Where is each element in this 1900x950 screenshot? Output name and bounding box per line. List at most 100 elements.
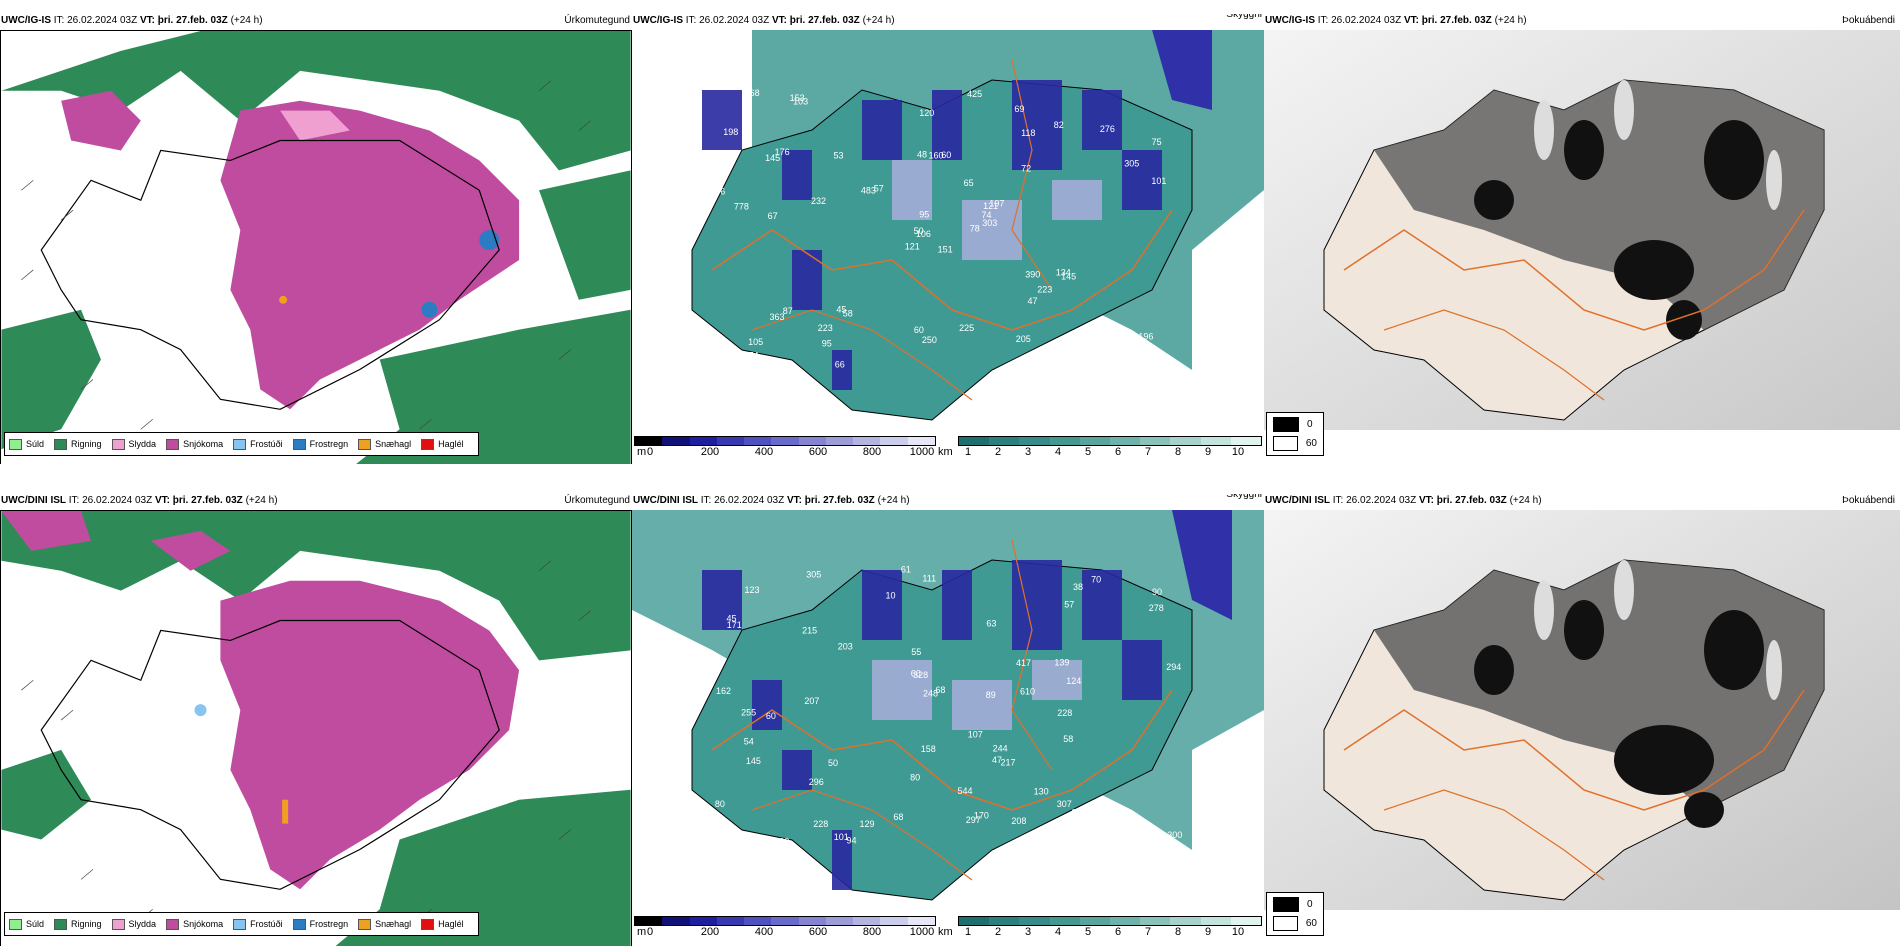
it-value: 26.02.2024 03Z xyxy=(82,495,153,506)
colorbar-swatch xyxy=(880,437,908,445)
visibility-ticks: km 1 2 3 4 5 6 7 8 9 10 xyxy=(938,446,1262,460)
cloud-base-colorbar: m 0 200 400 600 800 1000 xyxy=(634,436,936,460)
it-label: IT: xyxy=(1317,15,1329,26)
colorbar-swatch xyxy=(1140,437,1171,445)
colorbar-swatch xyxy=(744,437,772,445)
tick: 6 xyxy=(1114,446,1122,458)
cloud-base-value: 48 xyxy=(917,150,927,160)
cloud-base-value: 207 xyxy=(804,696,819,706)
cloud-base-value: 95 xyxy=(919,209,929,219)
colorbar-swatch xyxy=(1079,917,1111,925)
colorbar-swatch xyxy=(1019,917,1050,925)
cloud-base-value: 328 xyxy=(913,670,928,680)
cloud-base-value: 65 xyxy=(964,178,974,188)
cloud-base-value: 176 xyxy=(1113,847,1128,857)
colorbar-swatch xyxy=(853,917,881,925)
colorbar-swatch xyxy=(853,437,881,445)
cloud-base-value: 57 xyxy=(874,184,884,194)
tick: 10 xyxy=(1231,926,1245,938)
cloud-base-value: 53 xyxy=(834,151,844,161)
cloud-base-value: 305 xyxy=(1124,159,1139,169)
tick: 10 xyxy=(1231,446,1245,458)
cloud-base-value: 129 xyxy=(860,819,875,829)
cloud-base-value: 303 xyxy=(982,218,997,228)
colorbar-swatch xyxy=(716,917,745,925)
colorbar-swatch xyxy=(1049,917,1080,925)
tick: 4 xyxy=(1054,446,1062,458)
tick: 4 xyxy=(1054,926,1062,938)
cloud-base-value: 278 xyxy=(1149,603,1164,613)
legend-hail: Haglél xyxy=(421,918,464,930)
legend-snow: Snjókoma xyxy=(166,918,224,930)
cloud-base-value: 90 xyxy=(1152,587,1162,597)
legend-label: Súld xyxy=(26,919,45,929)
tick: 8 xyxy=(1174,926,1182,938)
cloud-base-value: 228 xyxy=(1057,708,1072,718)
cloud-base-value: 80 xyxy=(715,799,725,809)
legend-snow-pellets: Snæhagl xyxy=(358,438,412,450)
legend-label: Frostregn xyxy=(309,919,349,929)
precip-map xyxy=(0,510,632,946)
colorbar-swatch xyxy=(1230,437,1262,445)
cloud-base-value: 176 xyxy=(775,147,790,157)
cloud-base-value: 225 xyxy=(959,323,974,333)
cloud-base-value: 248 xyxy=(923,688,938,698)
legend-swatch xyxy=(358,438,372,450)
panel-title: UWC/DINI ISL IT: 26.02.2024 03Z VT: þri.… xyxy=(632,494,1264,508)
it-value: 26.02.2024 03Z xyxy=(1331,15,1402,26)
panel-name: Skyggni xyxy=(1226,14,1262,20)
colorbar-swatch xyxy=(1140,917,1171,925)
legend-label: Slydda xyxy=(128,439,157,449)
colorbar-swatch xyxy=(1170,437,1201,445)
cloud-base-value: 305 xyxy=(1072,808,1087,818)
cloud-base-value: 483 xyxy=(861,186,876,196)
cloud-base-value: 130 xyxy=(1034,787,1049,797)
vt-label: VT: xyxy=(786,495,802,506)
legend-drizzle: Súld xyxy=(9,438,45,450)
legend-label: Snjókoma xyxy=(183,919,224,929)
fog-swatch xyxy=(1273,436,1298,451)
cloud-base-value: 47 xyxy=(992,755,1002,765)
it-value: 26.02.2024 03Z xyxy=(1346,495,1417,506)
legend-freezing-drizzle: Frostúði xyxy=(233,438,283,450)
cloud-base-value: 111 xyxy=(922,573,936,583)
cloud-base-value: 60 xyxy=(941,150,951,160)
cloud-base-value: 75 xyxy=(1152,137,1162,147)
colorbar-swatch xyxy=(635,917,663,925)
cloud-base-value: 60 xyxy=(911,669,921,679)
cloud-base-value: 45 xyxy=(836,304,846,314)
cloud-base-value: 145 xyxy=(1061,271,1076,281)
cloud-base-value: 121 xyxy=(983,201,998,211)
cloud-base-value: 68 xyxy=(750,88,760,98)
tick: 0 xyxy=(646,446,654,458)
tick: 1 xyxy=(964,446,972,458)
cloud-base-value: 60 xyxy=(766,711,776,721)
cloud-base-value: 363 xyxy=(770,312,785,322)
legend-swatch xyxy=(358,918,372,930)
cloud-base-unit: m xyxy=(637,926,647,938)
legend-swatch xyxy=(54,438,68,450)
panel-title: UWC/IG-IS IT: 26.02.2024 03Z VT: þri. 27… xyxy=(0,14,632,28)
cloud-base-value: 544 xyxy=(958,786,973,796)
panel-name: Úrkomutegund xyxy=(564,495,630,506)
cloud-base-value: 123 xyxy=(745,585,760,595)
tick: 800 xyxy=(862,446,882,458)
cloud-base-value: 63 xyxy=(1144,363,1154,373)
it-label: IT: xyxy=(68,495,80,506)
cloud-base-value: 124 xyxy=(1066,676,1081,686)
tick: 1000 xyxy=(909,446,935,458)
cloud-base-value: 171 xyxy=(727,620,742,630)
cloud-base-value: 89 xyxy=(986,690,996,700)
it-value: 26.02.2024 03Z xyxy=(699,15,770,26)
colorbar-swatch xyxy=(1019,437,1050,445)
cloud-base-swatches xyxy=(634,436,936,446)
legend-label: Snæhagl xyxy=(375,439,412,449)
cloud-base-value: 236 xyxy=(1107,363,1122,373)
legend-label: Súld xyxy=(26,439,45,449)
tick: 2 xyxy=(994,926,1002,938)
model-name: UWC/DINI ISL xyxy=(1,495,66,506)
model-name: UWC/DINI ISL xyxy=(633,495,698,506)
colorbar-swatch xyxy=(825,437,854,445)
legend-swatch xyxy=(233,438,247,450)
panel-title: UWC/IG-IS IT: 26.02.2024 03Z VT: þri. 27… xyxy=(632,14,1264,28)
